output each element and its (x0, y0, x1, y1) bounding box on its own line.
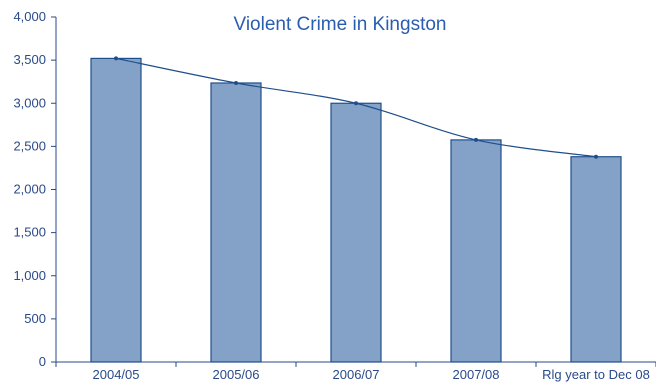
y-tick-label: 4,000 (13, 9, 46, 24)
bar-series (90, 57, 622, 363)
bar (90, 57, 142, 363)
x-axis: 2004/05 2005/06 2006/07 2007/08 Rlg year to … (55, 361, 656, 382)
line-point (114, 56, 118, 61)
y-tick-label: 1,500 (13, 225, 46, 240)
y-tick-label: 3,000 (13, 95, 46, 110)
x-tick-label: 2005/06 (213, 367, 260, 382)
line-point (234, 80, 238, 85)
x-tick-label: Rlg year to Dec 08 (542, 367, 650, 382)
bar (570, 156, 622, 363)
line-point (594, 154, 598, 159)
line-point (354, 101, 358, 106)
y-tick-label: 2,500 (13, 138, 46, 153)
line-series (114, 56, 598, 159)
y-tick-label: 2,000 (13, 182, 46, 197)
chart-title: Violent Crime in Kingston (234, 14, 447, 35)
line-point (474, 137, 478, 142)
y-tick-label: 0 (39, 354, 46, 369)
y-tick-label: 3,500 (13, 52, 46, 67)
x-tick-label: 2004/05 (93, 367, 140, 382)
bar (330, 102, 382, 363)
y-tick-label: 500 (24, 311, 46, 326)
bar (210, 82, 262, 363)
bar (450, 139, 502, 363)
y-axis: 0 500 1,000 1,500 2,000 2,500 3,000 3,500 4,000 (13, 9, 57, 369)
x-tick-label: 2006/07 (333, 367, 380, 382)
x-tick-label: 2007/08 (453, 367, 500, 382)
y-tick-label: 1,000 (13, 268, 46, 283)
